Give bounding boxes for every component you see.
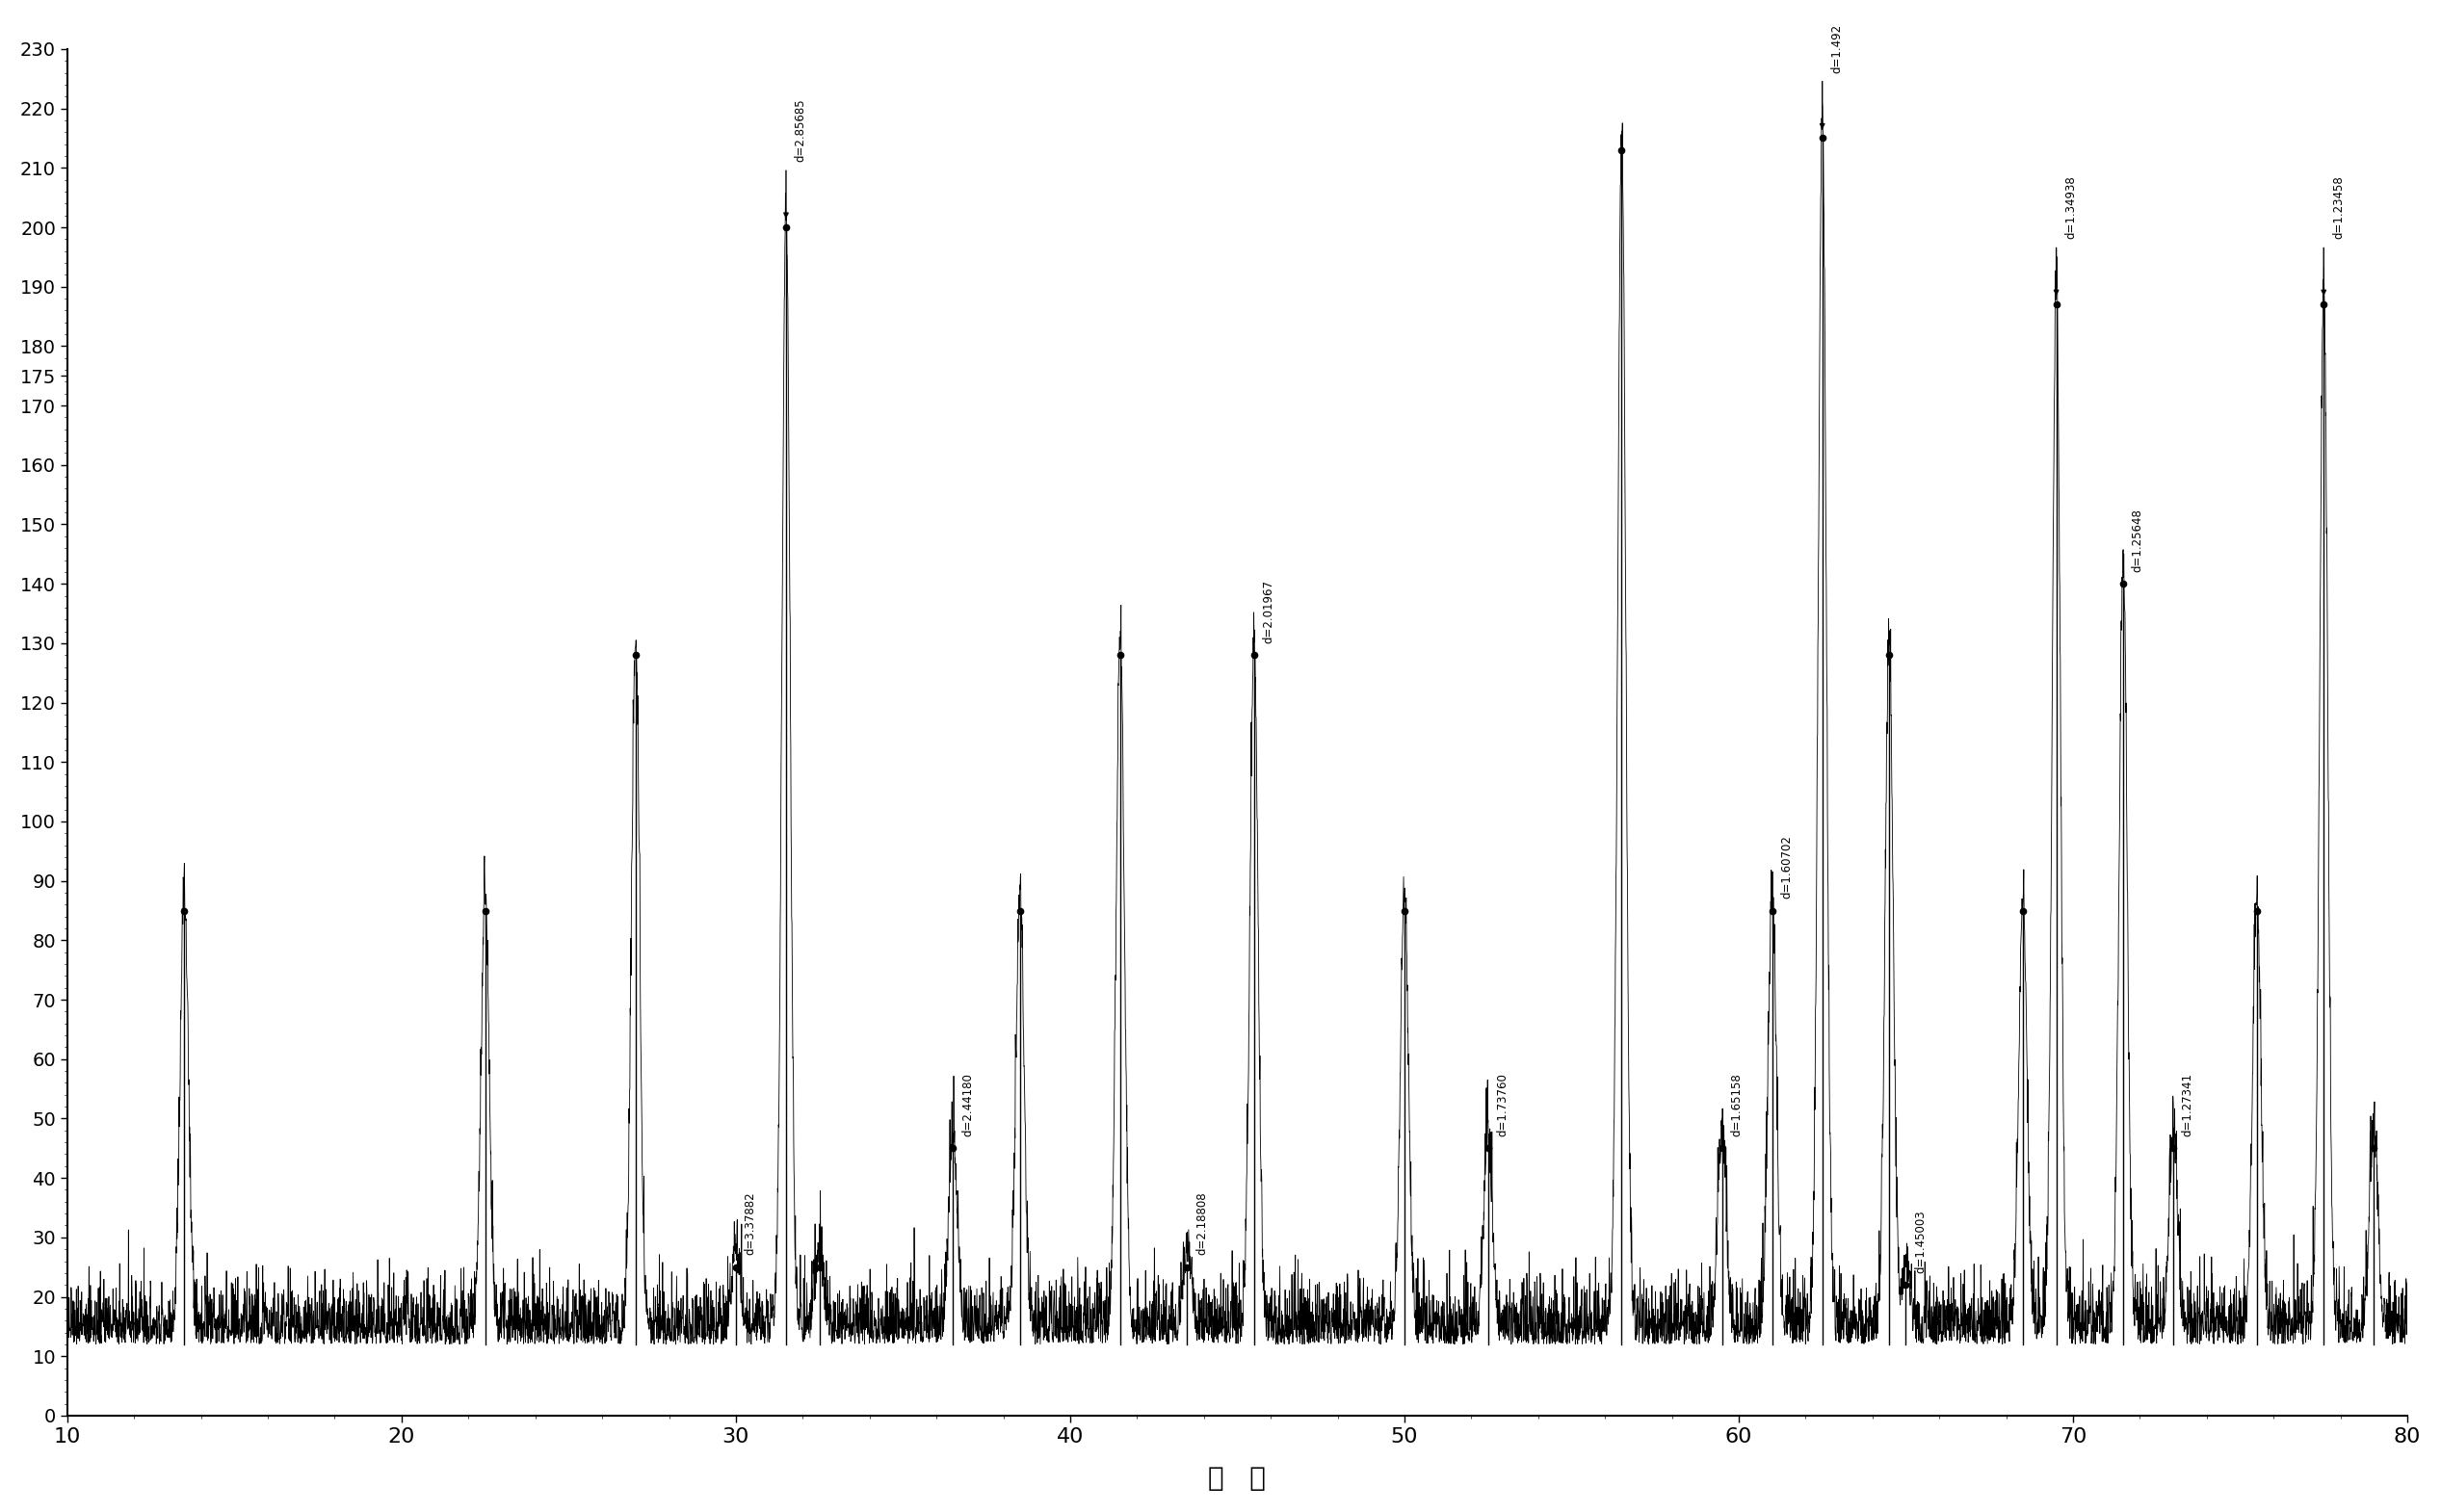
Text: d=1.27341: d=1.27341 [2182,1074,2194,1137]
Text: d=1.34938: d=1.34938 [2065,175,2077,239]
Text: d=1.73760: d=1.73760 [1496,1074,1509,1137]
Text: d=2.18808: d=2.18808 [1196,1191,1208,1255]
Text: d=1.65158: d=1.65158 [1731,1074,1743,1137]
Text: d=3.37882: d=3.37882 [745,1191,757,1255]
Text: d=2.44180: d=2.44180 [962,1074,974,1137]
X-axis label: 角   度: 角 度 [1208,1465,1267,1492]
Text: d=1.25648: d=1.25648 [2131,508,2143,572]
Text: d=2.85685: d=2.85685 [793,98,808,162]
Text: d=1.23458: d=1.23458 [2331,175,2343,239]
Text: d=1.492: d=1.492 [1831,24,1843,73]
Text: d=2.01967: d=2.01967 [1262,579,1274,643]
Text: d=1.60702: d=1.60702 [1779,835,1794,898]
Text: d=1.45003: d=1.45003 [1914,1210,1926,1273]
